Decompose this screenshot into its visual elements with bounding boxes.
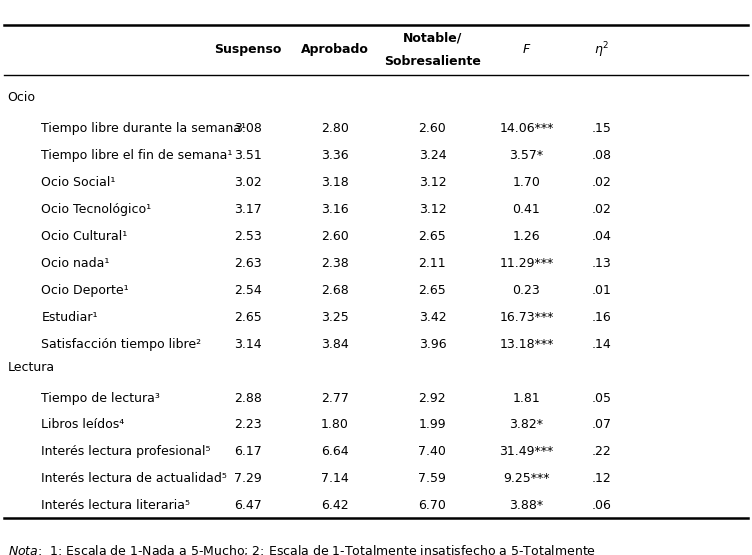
Text: $\it{Nota}$:  1: Escala de $\it{1}$-Nada a $\it{5}$-Mucho; 2: Escala de $\it{1}$: $\it{Nota}$: 1: Escala de $\it{1}$-Nada … [8,543,596,555]
Text: .02: .02 [592,176,611,189]
Text: .13: .13 [592,257,611,270]
Text: 3.88*: 3.88* [509,499,544,512]
Text: 31.49***: 31.49*** [499,445,553,458]
Text: 2.77: 2.77 [320,391,349,405]
Text: Suspenso: Suspenso [214,43,282,57]
Text: .07: .07 [592,418,611,431]
Text: .12: .12 [592,472,611,485]
Text: Ocio nada¹: Ocio nada¹ [41,257,110,270]
Text: 6.42: 6.42 [321,499,348,512]
Text: 3.82*: 3.82* [509,418,544,431]
Text: 9.25***: 9.25*** [503,472,550,485]
Text: Interés lectura profesional⁵: Interés lectura profesional⁵ [41,445,211,458]
Text: 2.88: 2.88 [234,391,262,405]
Text: 3.08: 3.08 [234,122,262,135]
Text: 1.80: 1.80 [320,418,349,431]
Text: 2.11: 2.11 [419,257,446,270]
Text: 3.16: 3.16 [321,203,348,216]
Text: 2.23: 2.23 [235,418,262,431]
Text: Tiempo libre durante la semana¹: Tiempo libre durante la semana¹ [41,122,247,135]
Text: Tiempo libre el fin de semana¹: Tiempo libre el fin de semana¹ [41,149,232,162]
Text: 7.59: 7.59 [418,472,447,485]
Text: 3.24: 3.24 [419,149,446,162]
Text: $\mathit{\eta}^2$: $\mathit{\eta}^2$ [594,40,609,60]
Text: 2.38: 2.38 [321,257,348,270]
Text: 2.92: 2.92 [419,391,446,405]
Text: 3.12: 3.12 [419,176,446,189]
Text: 2.65: 2.65 [419,284,446,297]
Text: 2.53: 2.53 [235,230,262,243]
Text: 3.51: 3.51 [235,149,262,162]
Text: .08: .08 [592,149,611,162]
Text: $\mathit{F}$: $\mathit{F}$ [522,43,531,57]
Text: 6.47: 6.47 [235,499,262,512]
Text: 2.80: 2.80 [320,122,349,135]
Text: 3.18: 3.18 [321,176,348,189]
Text: 2.63: 2.63 [235,257,262,270]
Text: Ocio Deporte¹: Ocio Deporte¹ [41,284,129,297]
Text: 16.73***: 16.73*** [499,311,553,324]
Text: .14: .14 [592,337,611,351]
Text: 1.26: 1.26 [513,230,540,243]
Text: 3.84: 3.84 [321,337,348,351]
Text: 3.57*: 3.57* [509,149,544,162]
Text: 2.68: 2.68 [321,284,348,297]
Text: .01: .01 [592,284,611,297]
Text: Tiempo de lectura³: Tiempo de lectura³ [41,391,160,405]
Text: 1.70: 1.70 [512,176,541,189]
Text: 7.29: 7.29 [235,472,262,485]
Text: 3.96: 3.96 [419,337,446,351]
Text: 3.42: 3.42 [419,311,446,324]
Text: 14.06***: 14.06*** [499,122,553,135]
Text: 3.36: 3.36 [321,149,348,162]
Text: Sobresaliente: Sobresaliente [384,54,481,68]
Text: .05: .05 [592,391,611,405]
Text: Interés lectura literaria⁵: Interés lectura literaria⁵ [41,499,190,512]
Text: 3.12: 3.12 [419,203,446,216]
Text: Ocio Cultural¹: Ocio Cultural¹ [41,230,128,243]
Text: .15: .15 [592,122,611,135]
Text: 2.65: 2.65 [419,230,446,243]
Text: Ocio Tecnológico¹: Ocio Tecnológico¹ [41,203,151,216]
Text: 6.70: 6.70 [418,499,447,512]
Text: Libros leídos⁴: Libros leídos⁴ [41,418,125,431]
Text: 0.23: 0.23 [513,284,540,297]
Text: Notable/: Notable/ [403,31,462,44]
Text: 7.40: 7.40 [418,445,447,458]
Text: .02: .02 [592,203,611,216]
Text: 3.25: 3.25 [321,311,348,324]
Text: 6.64: 6.64 [321,445,348,458]
Text: 6.17: 6.17 [235,445,262,458]
Text: .16: .16 [592,311,611,324]
Text: 2.60: 2.60 [321,230,348,243]
Text: Aprobado: Aprobado [301,43,368,57]
Text: 1.99: 1.99 [419,418,446,431]
Text: Lectura: Lectura [8,361,55,374]
Text: 1.81: 1.81 [513,391,540,405]
Text: 2.54: 2.54 [235,284,262,297]
Text: .22: .22 [592,445,611,458]
Text: 11.29***: 11.29*** [499,257,553,270]
Text: 7.14: 7.14 [321,472,348,485]
Text: 3.02: 3.02 [235,176,262,189]
Text: Satisfacción tiempo libre²: Satisfacción tiempo libre² [41,337,202,351]
Text: 3.14: 3.14 [235,337,262,351]
Text: Interés lectura de actualidad⁵: Interés lectura de actualidad⁵ [41,472,227,485]
Text: 2.60: 2.60 [419,122,446,135]
Text: Estudiar¹: Estudiar¹ [41,311,98,324]
Text: 3.17: 3.17 [235,203,262,216]
Text: 0.41: 0.41 [513,203,540,216]
Text: 13.18***: 13.18*** [499,337,553,351]
Text: .04: .04 [592,230,611,243]
Text: 2.65: 2.65 [235,311,262,324]
Text: Ocio Social¹: Ocio Social¹ [41,176,116,189]
Text: Ocio: Ocio [8,92,35,104]
Text: .06: .06 [592,499,611,512]
